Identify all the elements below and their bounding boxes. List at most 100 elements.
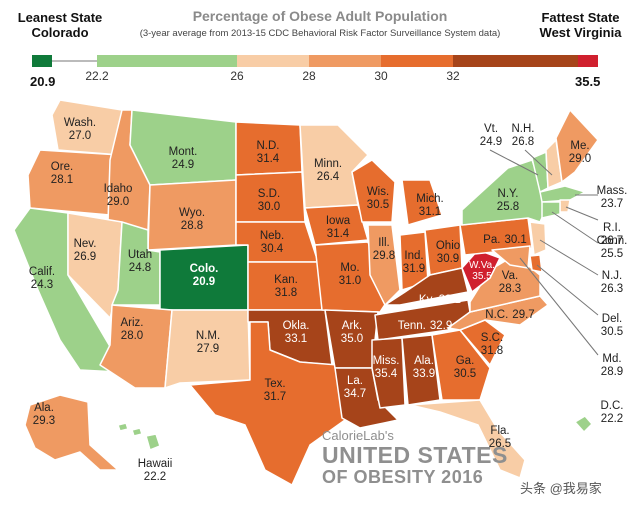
state-label-oh: Ohio 30.9 (436, 240, 460, 266)
state-label-nm: N.M. 27.9 (196, 330, 220, 356)
state-name: Wis. (366, 186, 390, 198)
state-shape-ms (371, 337, 406, 409)
state-label-tn: Tenn. 32.9 (398, 320, 453, 333)
legend-swatch-gap (52, 60, 97, 62)
state-label-or: Ore. 28.1 (51, 161, 73, 187)
state-label-ri: R.I. 26.7 (601, 222, 623, 248)
leader-line-vt (489, 149, 539, 176)
state-name: Utah (127, 249, 153, 261)
state-value: 33.1 (284, 333, 308, 345)
state-value: 35.5 (472, 271, 492, 282)
leader-line-ri (565, 206, 599, 221)
state-value: 33.9 (412, 368, 436, 380)
state-name: Miss. (372, 355, 400, 367)
state-value: 31.9 (402, 263, 426, 275)
brand-headline-2: OF OBESITY 2016 (322, 467, 484, 487)
state-name: N.J. (601, 270, 623, 282)
state-shape-nj (529, 221, 547, 256)
state-value: 29.0 (568, 153, 592, 165)
state-value: 28.8 (180, 220, 204, 232)
state-label-ny: N.Y. 25.8 (497, 188, 519, 214)
state-shape-ak (24, 394, 119, 471)
state-value: 30.0 (257, 201, 281, 213)
legend-max-value: 35.5 (575, 74, 601, 89)
state-value: 23.7 (600, 198, 624, 210)
leader-line-nh (524, 149, 553, 176)
state-value: 30.5 (600, 326, 624, 338)
state-label-wa: Wash. 27.0 (64, 117, 96, 143)
brand-headline-1: UNITED STATES (322, 442, 508, 468)
state-label-me: Me. 29.0 (569, 140, 591, 166)
state-name: Tenn. (397, 320, 426, 332)
state-name: Ind. (404, 250, 424, 262)
state-label-in: Ind. 31.9 (403, 250, 425, 276)
state-label-ne: Neb. 30.4 (260, 230, 284, 256)
state-label-wv: W.Va. 35.5 (469, 260, 495, 282)
state-label-nc: N.C. 29.7 (485, 309, 534, 322)
state-value: 30.5 (366, 199, 390, 211)
state-value: 30.9 (436, 253, 460, 265)
state-name: Okla. (282, 320, 310, 332)
legend-tick: 30 (374, 69, 388, 83)
state-value: 31.4 (256, 153, 280, 165)
state-label-ok: Okla. 33.1 (283, 320, 310, 346)
state-name: Mich. (416, 193, 444, 205)
state-label-nd: N.D. 31.4 (257, 140, 280, 166)
legend-swatch-4 (381, 55, 453, 67)
state-label-wy: Wyo. 28.8 (179, 207, 205, 233)
state-value: 26.5 (488, 438, 512, 450)
state-name: Conn. (596, 235, 628, 247)
state-label-nv: Nev. 26.9 (74, 238, 97, 264)
state-value: 34.7 (343, 388, 367, 400)
state-label-ct: Conn. 25.5 (597, 235, 628, 261)
state-value: 25.8 (496, 201, 520, 213)
fattest-state: West Virginia (539, 25, 622, 40)
state-name: Ark. (341, 320, 363, 332)
map-title: Percentage of Obese Adult Population (192, 8, 448, 24)
state-label-tx: Tex. 31.7 (264, 378, 286, 404)
state-value: 29.0 (106, 196, 130, 208)
state-label-ia: Iowa 31.4 (326, 215, 350, 241)
state-name: Ala. (34, 402, 54, 414)
legend-swatch-3 (309, 55, 381, 67)
state-shape-wi (351, 159, 396, 223)
leader-line-nj (539, 239, 599, 276)
state-label-la: La. 34.7 (344, 375, 366, 401)
state-value: 31.4 (326, 228, 350, 240)
leanest-label: Leanest State (17, 10, 103, 25)
state-label-al: Ala. 33.9 (413, 355, 435, 381)
state-value: 27.9 (196, 343, 220, 355)
state-label-ky: Ky. 33.1 (419, 294, 461, 307)
state-label-mn: Minn. 26.4 (314, 158, 342, 184)
state-value: 29.8 (372, 250, 396, 262)
state-label-ms: Miss. 35.4 (373, 355, 400, 381)
state-label-pa: Pa. 30.1 (483, 234, 527, 247)
state-value: 29.3 (32, 415, 56, 427)
state-name: Neb. (259, 230, 285, 242)
state-label-ca: Calif. 24.3 (29, 266, 55, 292)
state-label-co: Colo. 20.9 (190, 263, 219, 289)
state-shape-hi (117, 422, 161, 451)
legend-swatch-1 (97, 55, 237, 67)
legend-tick: 26 (230, 69, 244, 83)
state-shape-ga (431, 329, 491, 401)
state-name: N.M. (195, 330, 221, 342)
state-shape-il (367, 224, 401, 306)
leader-line-de (536, 264, 599, 316)
legend-swatch-fattest (578, 55, 598, 67)
state-label-mo: Mo. 31.0 (339, 262, 361, 288)
state-name: Ohio (435, 240, 461, 252)
state-value: 24.9 (171, 159, 195, 171)
state-name: Iowa (325, 215, 351, 227)
state-shape-me (555, 109, 599, 183)
state-value: 31.7 (263, 391, 287, 403)
state-label-ma: Mass. 23.7 (597, 185, 628, 211)
state-name: La. (346, 375, 363, 387)
state-value: 22.2 (600, 413, 624, 425)
state-name: Fla. (490, 425, 510, 437)
state-name: N.D. (256, 140, 280, 152)
state-value: 24.3 (30, 279, 54, 291)
state-value: 26.4 (316, 171, 340, 183)
state-label-nj: N.J. 26.3 (601, 270, 623, 296)
